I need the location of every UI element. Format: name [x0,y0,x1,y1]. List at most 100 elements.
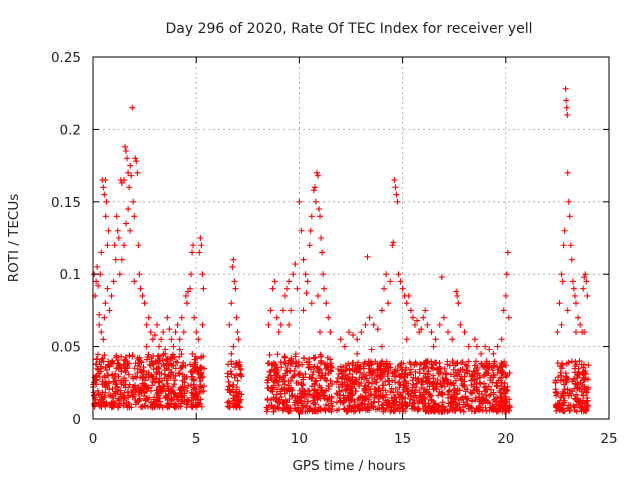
data-point [322,374,329,381]
data-point [148,372,155,379]
data-point [238,372,245,379]
data-point [449,393,456,400]
data-point [385,300,392,307]
data-point [136,271,143,278]
data-point [124,155,131,162]
data-point [229,401,236,408]
data-point [401,370,408,377]
data-point [486,346,493,353]
data-point [264,377,271,384]
data-point [423,359,430,366]
data-point [281,292,288,299]
data-point [399,366,406,373]
y-tick-labels: 0 0.05 0.1 0.15 0.2 0.25 [51,50,81,428]
data-point [306,374,313,381]
data-point [379,392,386,399]
data-point [281,359,288,366]
data-point [585,384,592,391]
data-point [296,198,303,205]
data-point [307,227,314,234]
data-point [172,329,179,336]
data-point [564,169,571,176]
data-point [574,380,581,387]
data-point [174,321,181,328]
data-point [447,403,454,410]
data-point [570,376,577,383]
data-point [581,274,588,281]
data-point [394,388,401,395]
data-point [160,329,167,336]
data-point [328,362,335,369]
data-point [584,292,591,299]
data-point [303,290,310,297]
data-point [94,263,101,270]
data-point [337,336,344,343]
data-point [105,392,112,399]
data-point [473,385,480,392]
data-point [288,355,295,362]
data-point [564,386,571,393]
data-point [291,399,298,406]
data-point [176,346,183,353]
data-point [453,401,460,408]
data-point [389,242,396,249]
data-point [345,397,352,404]
data-point [468,405,475,412]
data-point [283,402,290,409]
data-point [461,383,468,390]
data-point [225,378,232,385]
data-point [425,391,432,398]
data-point [149,373,156,380]
data-point [392,394,399,401]
data-point [365,379,372,386]
data-point [335,406,342,413]
data-point [131,278,138,285]
data-point [170,383,177,390]
data-point [366,365,373,372]
data-point [166,326,173,333]
data-point [158,336,165,343]
data-point [580,285,587,292]
data-point [306,391,313,398]
data-point [324,396,331,403]
data-point [353,368,360,375]
data-point [199,374,206,381]
data-point [199,388,206,395]
data-point [295,359,302,366]
data-point [334,378,341,385]
data-point [362,389,369,396]
data-point [577,321,584,328]
data-point [236,398,243,405]
data-point [503,271,510,278]
data-point [170,343,177,350]
data-point [160,386,167,393]
data-point [311,406,318,413]
data-point [277,359,284,366]
data-point [402,408,409,415]
data-point [310,400,317,407]
data-point [415,375,422,382]
data-point [190,242,197,249]
data-point [324,354,331,361]
y-tick-label: 0.2 [60,122,81,138]
data-point [432,336,439,343]
data-point [350,332,357,339]
data-point [143,388,150,395]
data-point [96,311,103,318]
data-point [98,249,105,256]
data-point [95,391,102,398]
data-point [490,372,497,379]
data-point [228,300,235,307]
data-point [135,356,142,363]
data-point [414,317,421,324]
data-point [300,256,307,263]
data-point [376,386,383,393]
data-point [100,336,107,343]
data-point [103,198,110,205]
data-point [150,402,157,409]
data-point [305,364,312,371]
data-point [140,375,147,382]
data-point [580,392,587,399]
data-point [565,198,572,205]
data-point [379,387,386,394]
